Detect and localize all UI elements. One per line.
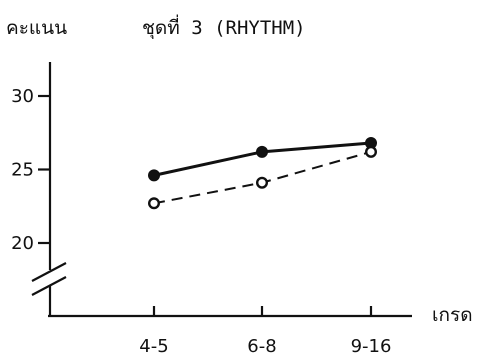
x-tick-label: 6-8: [247, 336, 276, 357]
y-tick-label: 30: [11, 86, 34, 107]
open-data-point: [365, 145, 378, 158]
series-layer: [147, 137, 378, 210]
x-ticks: 4-5 6-8 9-16: [139, 306, 391, 357]
x-tick-label: 9-16: [351, 336, 392, 357]
y-ticks: 20 25 30: [11, 86, 50, 254]
chart-title: ชุดที่ 3 (RHYTHM): [142, 14, 306, 40]
x-tick-label: 4-5: [139, 336, 168, 357]
open-data-point: [256, 176, 269, 189]
filled-data-point: [148, 169, 160, 182]
y-axis-title: คะแนน: [6, 17, 67, 39]
open-data-point: [147, 197, 160, 210]
filled-data-point: [256, 145, 268, 158]
y-tick-label: 25: [11, 160, 34, 181]
axis-break-mark: [31, 262, 67, 296]
y-tick-label: 20: [11, 233, 34, 254]
x-axis-title: เกรด: [432, 304, 473, 326]
